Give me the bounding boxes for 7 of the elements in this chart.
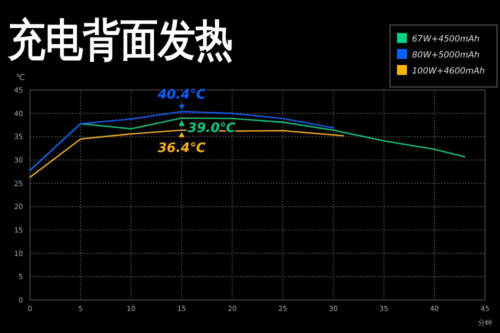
- chart-title: 充电背面发热: [7, 15, 272, 66]
- legend-label: 100W+4600mAh: [412, 66, 485, 76]
- annotation: 36.4℃: [158, 141, 206, 156]
- y-axis-title: ℃: [16, 73, 25, 82]
- legend-label: 67W+4500mAh: [412, 34, 480, 44]
- legend-label: 80W+5000mAh: [412, 50, 480, 60]
- annotation: 40.4℃: [156, 87, 206, 102]
